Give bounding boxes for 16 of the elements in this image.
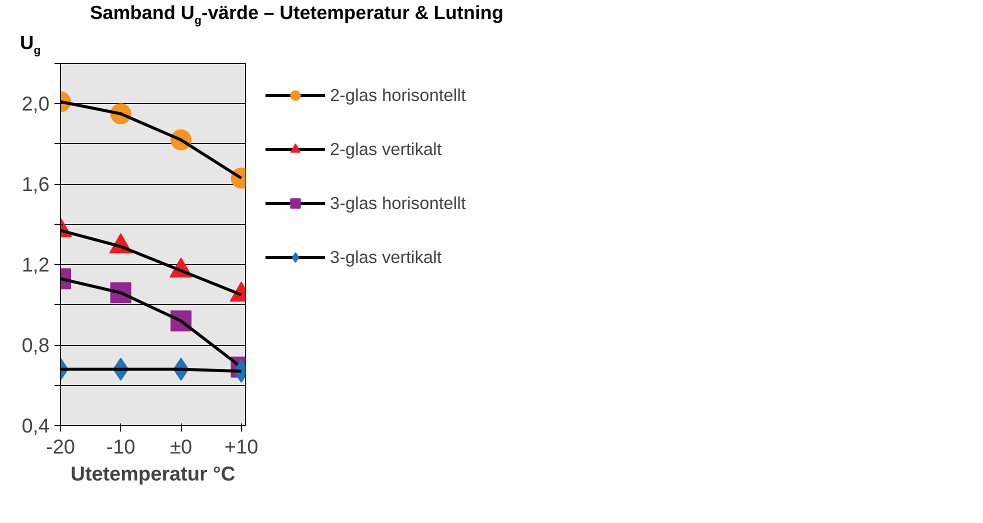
y-axis-title: U$_{g}$ [20,32,41,59]
y-tick-label: 0,4 [22,416,50,438]
x-axis-title: Utetemperatur °C [70,464,236,486]
text: Samband U$_{g}$-värde – Utetemperatur & Lutning [90,2,504,29]
x-tick-label: -20 [46,436,75,458]
legend-label: 3-glas horisontellt [330,192,467,214]
y-tick-label: 2,0 [22,94,50,116]
y-tick-label: 1,6 [22,174,50,196]
x-tick-label: -10 [106,436,136,458]
x-tick-label: ±0 [170,436,192,458]
legend-label: 2-glas vertikalt [330,138,443,160]
y-tick-label: 1,2 [22,254,50,277]
legend-label: 3-glas vertikalt [330,246,443,268]
y-tick-label: 0,8 [22,335,50,358]
x-tick-label: +10 [224,436,258,458]
legend-label: 2-glas horisontellt [330,84,467,106]
